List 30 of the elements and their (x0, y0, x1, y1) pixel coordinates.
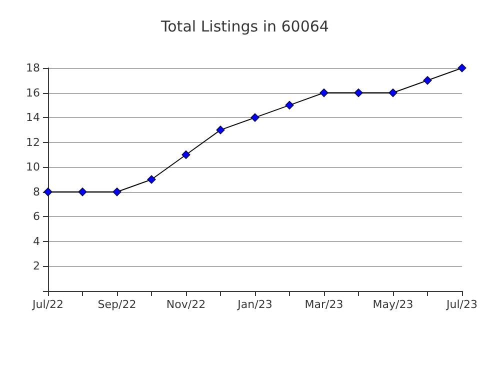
x-tick-label: Mar/23 (304, 298, 344, 311)
point (216, 126, 225, 134)
y-tick-label: 16 (26, 86, 40, 100)
y-tick-label: 2 (33, 260, 40, 273)
x-tick-label: Jul/22 (32, 298, 64, 311)
x-tick-label: Jul/23 (446, 298, 478, 311)
y-tick-label: 18 (26, 62, 40, 74)
point (458, 64, 466, 72)
x-tick-label: Jan/23 (236, 298, 272, 311)
point (285, 100, 294, 110)
point (182, 150, 190, 160)
point (423, 76, 432, 85)
point (147, 175, 156, 184)
point (320, 88, 328, 98)
chart-title: Total Listings in 60064 (160, 18, 329, 36)
y-tick-label: 14 (26, 111, 40, 124)
y-tick-label: 10 (26, 160, 40, 174)
y-tick-label: 6 (33, 210, 40, 224)
point (112, 188, 122, 196)
x-tick-label: Sep/22 (98, 298, 136, 311)
point (354, 88, 363, 98)
y-tick-label: 12 (26, 136, 40, 149)
x-tick-label: Nov/22 (166, 298, 206, 311)
y-tick-label: 8 (33, 185, 40, 198)
y-tick-label: 4 (33, 234, 40, 248)
point (78, 188, 87, 196)
point (388, 88, 398, 98)
x-tick-label: May/23 (372, 298, 414, 311)
point (250, 113, 260, 122)
point (44, 188, 52, 196)
